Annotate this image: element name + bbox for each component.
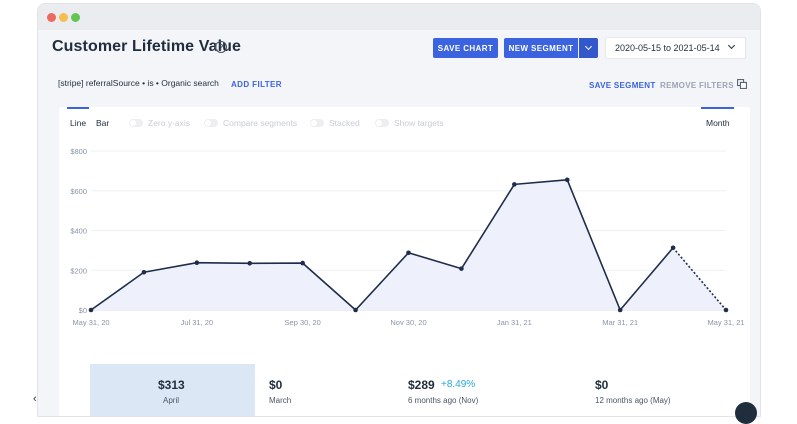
chevron-down-icon [727, 41, 736, 50]
stacked-toggle[interactable]: Stacked [310, 118, 360, 128]
stat-change: +8.49% [441, 379, 476, 390]
data-point [194, 260, 200, 265]
data-point [141, 269, 147, 275]
y-tick-label: $400 [70, 227, 87, 236]
toggle-switch [375, 119, 389, 127]
zero-y-axis-toggle[interactable]: Zero y-axis [129, 118, 190, 128]
stat-label: 12 months ago (May) [595, 396, 671, 405]
interval-month-tab[interactable]: Month [706, 118, 730, 128]
data-point [300, 260, 305, 266]
save-segment-button[interactable]: SAVE SEGMENT [589, 81, 656, 90]
close-window-button[interactable] [47, 13, 56, 22]
new-segment-dropdown-button[interactable] [579, 38, 598, 58]
active-interval-indicator [701, 107, 734, 109]
chat-launcher-icon[interactable] [735, 402, 757, 424]
stat-value: $0 [269, 378, 283, 392]
stat-previous[interactable]: $0 March [255, 364, 385, 416]
stat-label: March [269, 396, 292, 405]
x-tick-label: Mar 31, 21 [602, 318, 638, 327]
tab-bar[interactable]: Bar [96, 118, 110, 128]
data-point [670, 245, 676, 251]
compare-segments-toggle[interactable]: Compare segments [204, 118, 297, 128]
chevron-left-icon[interactable]: ‹ [33, 393, 37, 405]
data-point [406, 250, 411, 256]
x-tick-label: Jan 31, 21 [497, 318, 532, 327]
show-targets-toggle[interactable]: Show targets [375, 118, 444, 128]
stat-value: $313 [158, 378, 185, 392]
stat-value: $0 [595, 378, 609, 392]
toggle-label: Zero y-axis [148, 118, 191, 128]
date-range-picker[interactable]: 2020-05-15 to 2021-05-14 [605, 37, 746, 59]
x-tick-label: Sep 30, 20 [285, 318, 321, 327]
chevron-down-icon [584, 42, 593, 51]
data-point [88, 307, 94, 313]
date-range-label: 2020-05-15 to 2021-05-14 [615, 43, 720, 53]
minimize-window-button[interactable] [59, 13, 68, 22]
maximize-window-button[interactable] [71, 13, 80, 22]
stat-label: 6 months ago (Nov) [408, 396, 479, 405]
toggle-label: Stacked [329, 118, 360, 128]
remove-filters-button[interactable]: REMOVE FILTERS [660, 81, 734, 90]
y-tick-label: $800 [70, 147, 87, 156]
data-point [459, 266, 464, 271]
stat-label: April [163, 396, 180, 405]
question-circle-icon[interactable]: ? [215, 41, 227, 53]
app-window: Customer Lifetime Value ? SAVE CHART NEW… [37, 3, 761, 417]
add-filter-button[interactable]: ADD FILTER [231, 80, 282, 89]
line-chart: $0 $200 $400 $600 $800 May 31, 20 Jul 31, 20 Se… [70, 147, 744, 327]
data-point [723, 307, 729, 313]
copy-icon[interactable] [737, 79, 747, 89]
save-chart-button[interactable]: SAVE CHART [433, 38, 498, 58]
toggle-label: Show targets [394, 118, 444, 128]
data-point [353, 307, 358, 313]
toggle-switch [204, 119, 218, 127]
stat-twelve-months[interactable]: $0 12 months ago (May) [565, 364, 750, 416]
stat-value: $289 [408, 378, 435, 392]
stats-row: $313 April $0 March $289 +8.49% 6 months… [90, 364, 750, 416]
x-tick-label: May 31, 20 [72, 318, 109, 327]
window-titlebar [38, 4, 760, 30]
y-tick-label: $0 [79, 306, 87, 315]
toggle-switch [129, 119, 143, 127]
toggle-label: Compare segments [223, 118, 298, 128]
data-point [564, 177, 570, 183]
new-segment-button[interactable]: NEW SEGMENT [504, 38, 578, 58]
y-tick-label: $200 [70, 266, 87, 275]
filter-chip[interactable]: [stripe] referralSource • is • Organic s… [58, 78, 219, 88]
data-point [512, 182, 517, 187]
data-point [247, 260, 253, 266]
tab-line[interactable]: Line [70, 118, 87, 128]
toggle-switch [310, 119, 324, 127]
data-point [617, 307, 623, 313]
chart-card: Line Bar Zero y-axis Compare segments St… [59, 107, 750, 416]
stat-six-months[interactable]: $289 +8.49% 6 months ago (Nov) [385, 364, 565, 416]
stat-current[interactable]: $313 April [90, 364, 255, 416]
series-area [91, 179, 726, 310]
page-title: Customer Lifetime Value [52, 38, 242, 55]
x-tick-label: Jul 31, 20 [181, 318, 214, 327]
y-tick-label: $600 [70, 187, 87, 196]
x-tick-label: May 31, 21 [707, 318, 744, 327]
active-tab-indicator [67, 107, 89, 109]
series-line-projected [672, 247, 727, 311]
x-tick-label: Nov 30, 20 [390, 318, 426, 327]
series-line [90, 179, 674, 311]
